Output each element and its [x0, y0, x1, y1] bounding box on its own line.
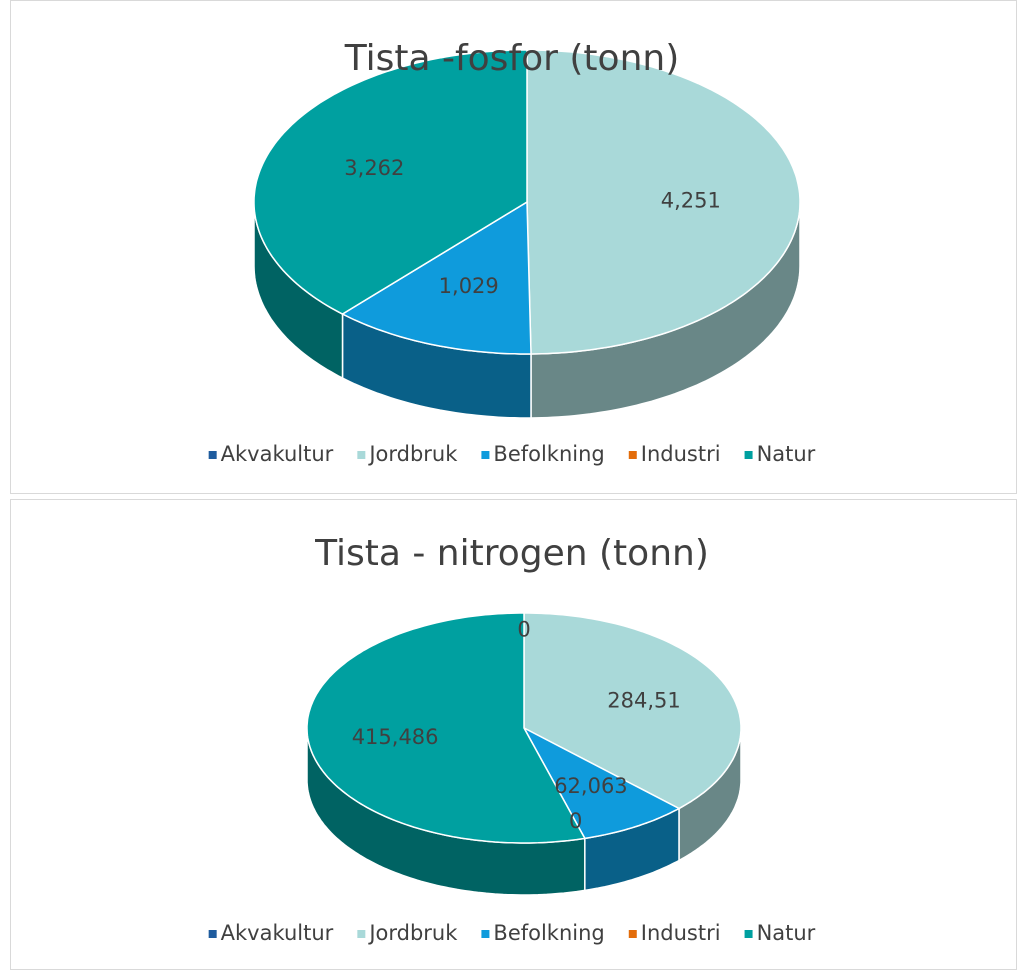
- pie-slice: [340, 200, 532, 355]
- legend-label: Natur: [757, 442, 816, 466]
- data-label: 415,486: [352, 725, 439, 749]
- legend-marker: [744, 451, 753, 459]
- pie-slice: [306, 612, 586, 844]
- chart-title: Tista -fosfor (tonn): [344, 38, 680, 79]
- legend-marker: [744, 930, 753, 938]
- legend-label: Industri: [641, 921, 721, 945]
- data-label: 3,262: [344, 156, 404, 180]
- data-label: 284,51: [607, 688, 680, 712]
- pie-slice: [526, 49, 801, 355]
- legend-marker: [208, 451, 217, 459]
- legend-label: Akvakultur: [221, 921, 334, 945]
- data-label: 0: [569, 809, 582, 833]
- legend-marker: [628, 451, 637, 459]
- chart-title: Tista - nitrogen (tonn): [314, 533, 709, 574]
- pie-slice: [522, 726, 681, 840]
- legend-marker: [481, 451, 490, 459]
- legend-marker: [208, 930, 217, 938]
- legend-label: Natur: [757, 921, 816, 945]
- legend-label: Jordbruk: [367, 921, 458, 945]
- data-label: 4,251: [661, 188, 721, 212]
- legend-label: Befolkning: [493, 921, 604, 945]
- pie-slice: [253, 49, 528, 315]
- legend-label: Jordbruk: [367, 442, 458, 466]
- legend-label: Industri: [641, 442, 721, 466]
- legend-marker: [481, 930, 490, 938]
- data-label: 0: [517, 617, 530, 641]
- pie-slice: [523, 612, 742, 810]
- legend-marker: [357, 930, 366, 938]
- legend-label: Befolkning: [493, 442, 604, 466]
- data-label: 1,029: [439, 274, 499, 298]
- legend-label: Akvakultur: [221, 442, 334, 466]
- data-label: 62,063: [554, 774, 627, 798]
- legend-marker: [628, 930, 637, 938]
- legend-marker: [357, 451, 366, 459]
